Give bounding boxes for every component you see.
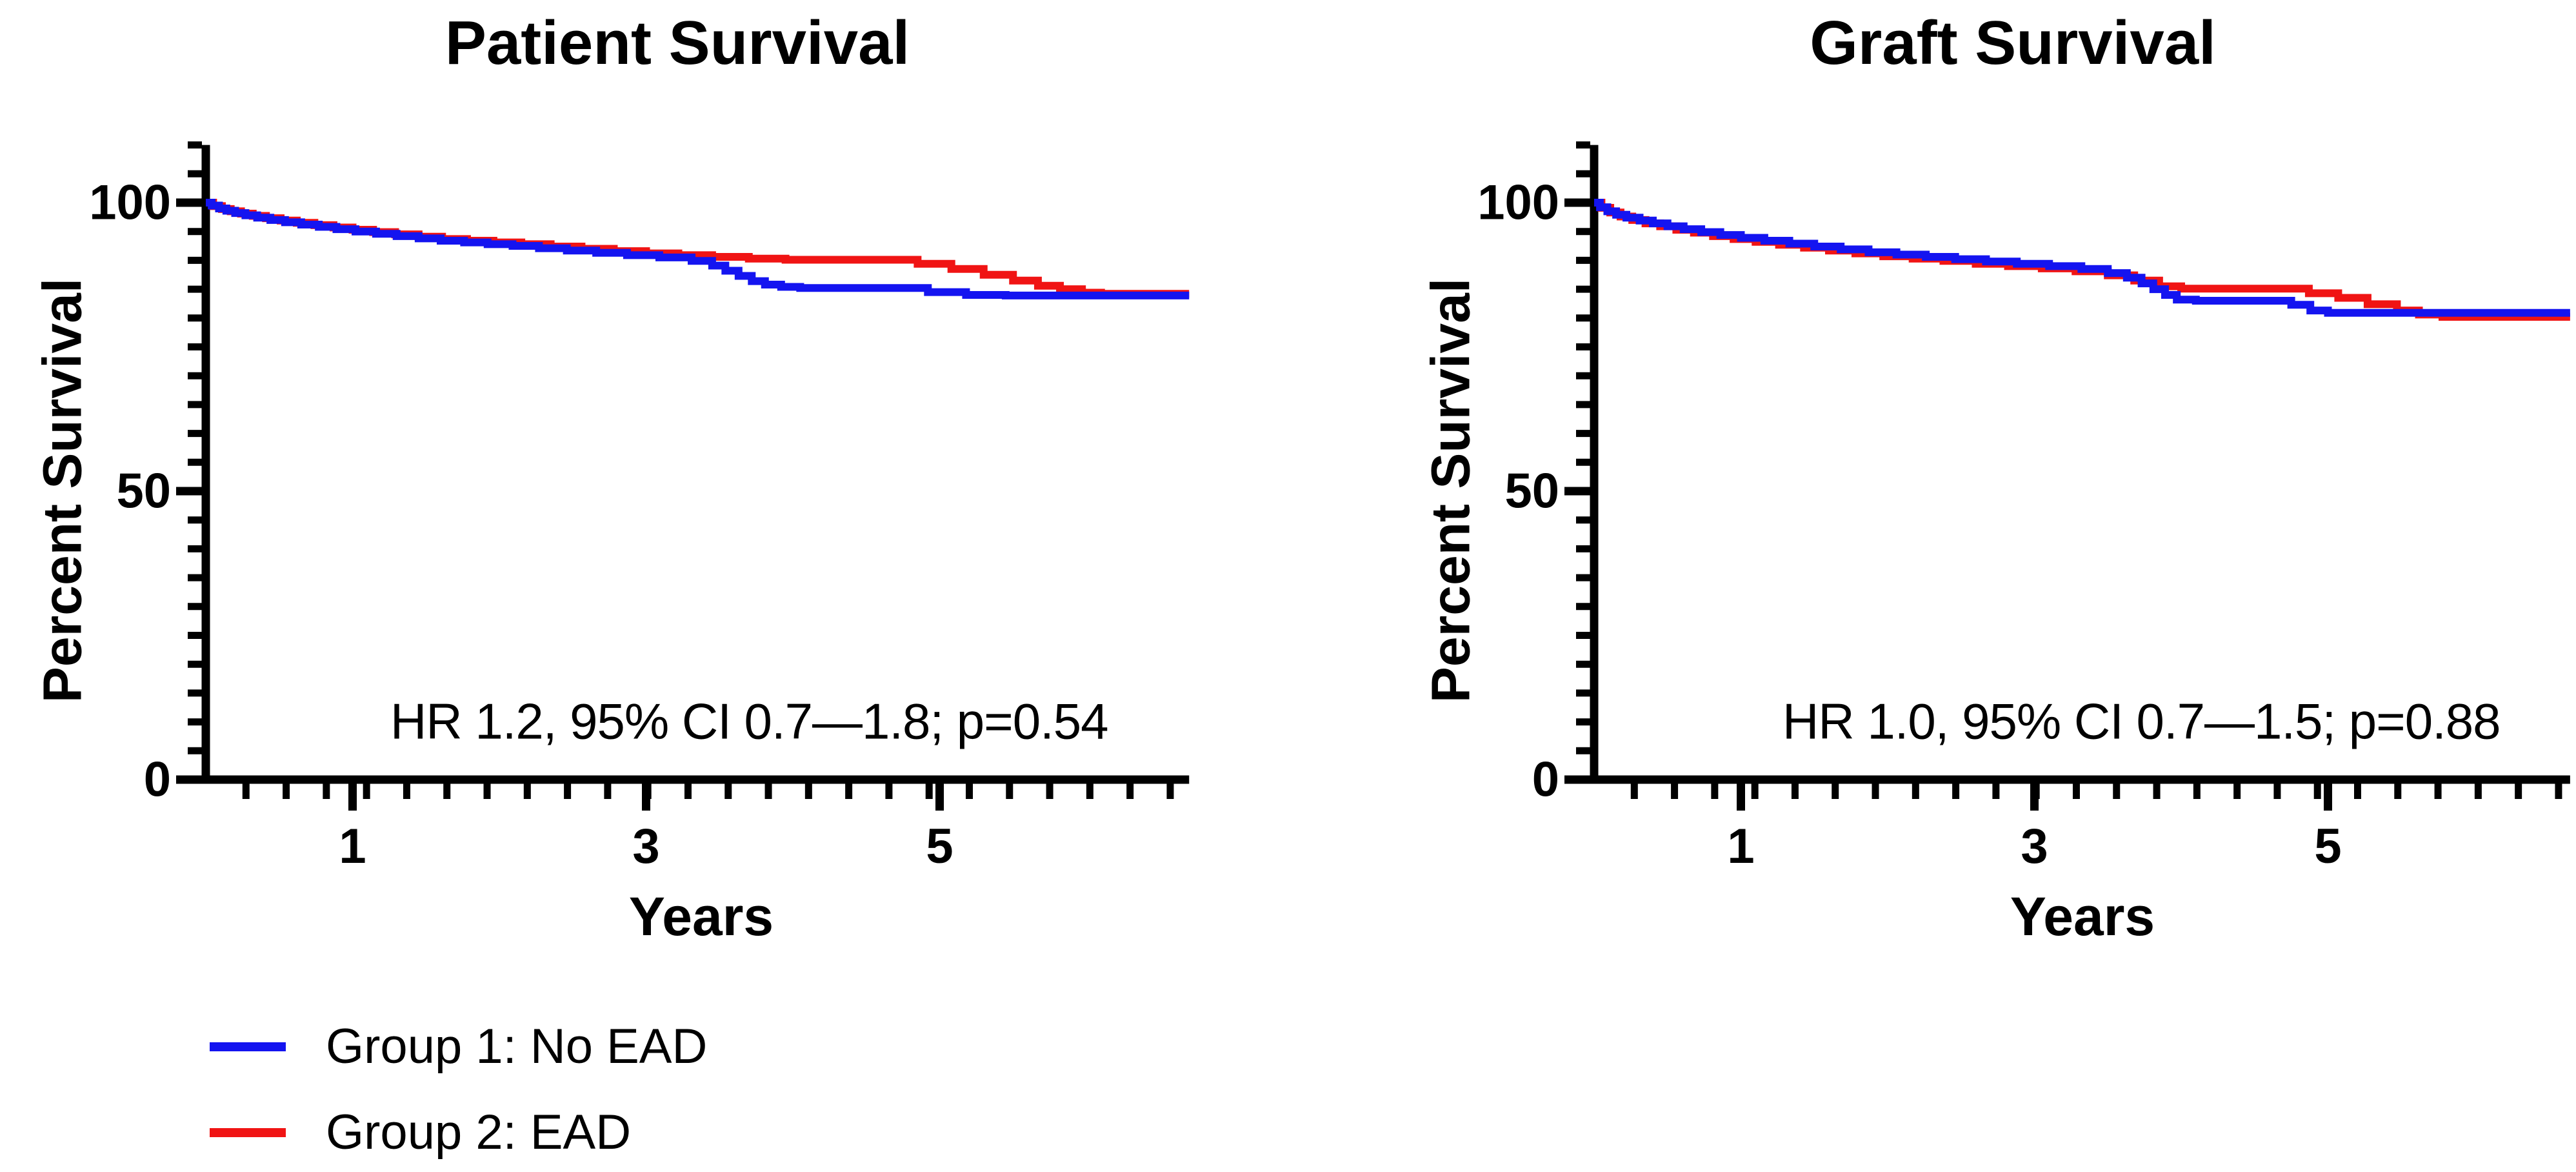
x-tick-label-3: 3 <box>632 819 660 874</box>
km-curve-group2-ead-0 <box>206 199 1190 298</box>
y-tick-label-100: 100 <box>89 175 171 230</box>
legend-item-group2: Group 2: EAD <box>210 1104 631 1160</box>
y-axis-label-graft: Percent Survival <box>1420 278 1481 703</box>
x-axis-label-graft: Years <box>2010 886 2155 947</box>
km-curve-group2-ead-1 <box>1594 199 2570 321</box>
y-tick-label-0: 0 <box>1532 752 1559 807</box>
x-tick-label-3: 3 <box>2021 819 2048 874</box>
hr-annotation-graft: HR 1.0, 95% CI 0.7—1.5; p=0.88 <box>1782 692 2501 750</box>
x-tick-label-5: 5 <box>2314 819 2342 874</box>
legend-swatch-group1-blue-line <box>210 1042 286 1051</box>
x-tick-label-1: 1 <box>339 819 366 874</box>
km-curve-group1-no-ead-1 <box>1594 199 2570 317</box>
legend-swatch-group2-red-line <box>210 1127 286 1137</box>
y-tick-label-50: 50 <box>1504 463 1559 519</box>
chart-title-graft-survival: Graft Survival <box>1810 8 2216 77</box>
legend-item-group1: Group 1: No EAD <box>210 1018 707 1075</box>
x-tick-label-5: 5 <box>926 819 954 874</box>
y-tick-label-50: 50 <box>116 463 171 519</box>
x-axis-label-patient: Years <box>628 886 774 947</box>
km-curve-group1-no-ead-0 <box>206 199 1190 299</box>
legend-label-group1: Group 1: No EAD <box>326 1019 708 1074</box>
y-axis-label-patient: Percent Survival <box>32 278 93 703</box>
chart-title-patient-survival: Patient Survival <box>444 8 910 77</box>
y-tick-label-100: 100 <box>1477 175 1559 230</box>
hr-annotation-patient: HR 1.2, 95% CI 0.7—1.8; p=0.54 <box>390 692 1109 750</box>
legend-label-group2: Group 2: EAD <box>326 1105 632 1160</box>
x-tick-label-1: 1 <box>1727 819 1755 874</box>
y-tick-label-0: 0 <box>143 752 171 807</box>
